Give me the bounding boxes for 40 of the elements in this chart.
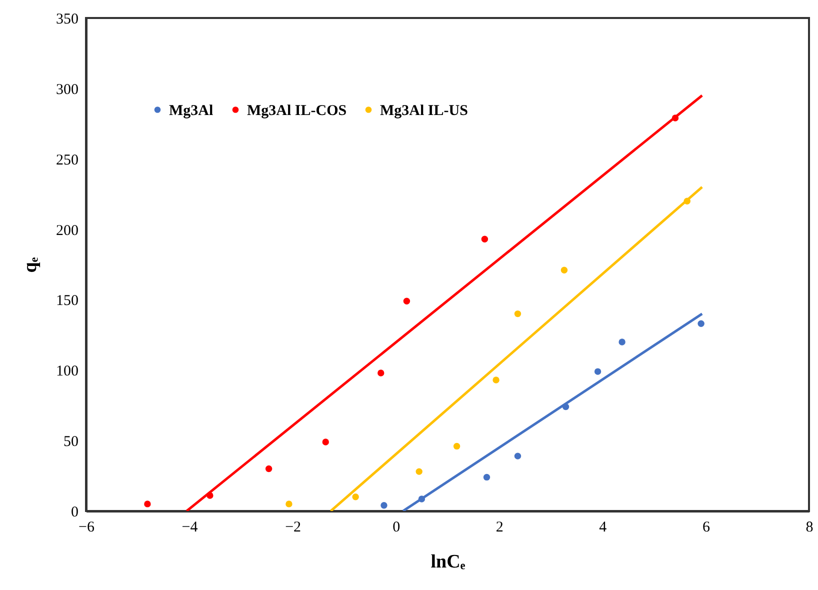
x-tick-label: −2 <box>285 520 302 536</box>
legend-label: Mg3Al <box>169 102 214 119</box>
y-tick-label: 50 <box>64 434 78 450</box>
point <box>560 266 568 274</box>
y-tick-label: 100 <box>56 364 78 380</box>
point <box>286 500 292 508</box>
point <box>698 320 704 328</box>
x-tick-label: 4 <box>599 520 608 536</box>
legend-label: Mg3Al IL-US <box>380 102 468 119</box>
point <box>144 500 151 508</box>
y-tick-label: 350 <box>56 12 78 28</box>
y-axis-title: qₑ <box>20 257 41 273</box>
x-tick-label: 0 <box>392 520 400 536</box>
x-tick-label: 8 <box>806 520 814 536</box>
x-tick-label: 6 <box>702 520 710 536</box>
y-tick-label: 0 <box>71 504 78 520</box>
x-axis-title: lnCₑ <box>430 552 466 572</box>
x-tick-label: 2 <box>496 520 504 536</box>
point <box>453 442 460 450</box>
point <box>380 502 388 509</box>
point <box>416 468 422 475</box>
y-tick-label: 250 <box>56 152 78 168</box>
point <box>514 452 522 460</box>
point <box>492 376 500 384</box>
x-tick-label: −4 <box>182 520 198 536</box>
point <box>352 494 359 500</box>
point <box>265 465 272 472</box>
point <box>594 368 602 375</box>
y-tick-label: 300 <box>56 82 78 98</box>
x-tick-label: −6 <box>78 520 95 536</box>
point <box>322 438 329 446</box>
point <box>378 370 384 376</box>
y-tick-label: 200 <box>56 222 78 239</box>
y-tick-label: 150 <box>56 293 78 310</box>
point <box>618 338 626 346</box>
point <box>483 474 490 481</box>
point <box>403 298 410 304</box>
legend-label: Mg3Al IL-COS <box>247 102 347 119</box>
point <box>514 310 522 318</box>
point <box>481 236 488 242</box>
